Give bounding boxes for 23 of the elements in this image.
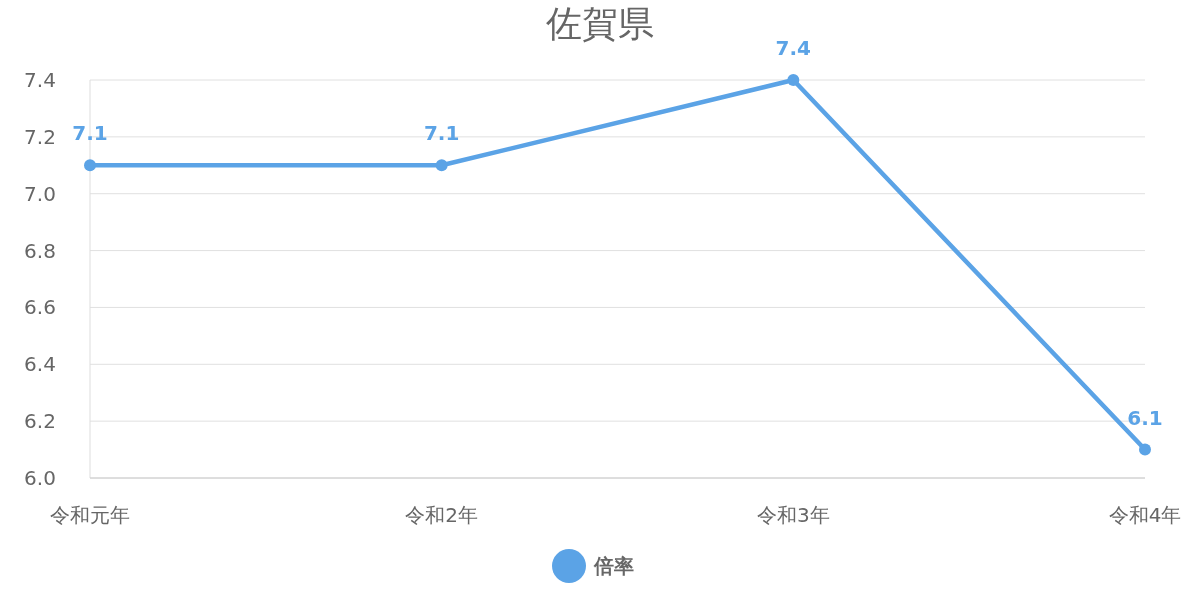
- y-tick-label: 7.4: [24, 68, 56, 92]
- y-tick-label: 7.0: [24, 181, 56, 206]
- y-tick-label: 6.4: [24, 352, 56, 377]
- x-tick-label: 令和2年: [405, 503, 479, 527]
- chart-title: 佐賀県: [546, 3, 654, 44]
- point: [787, 74, 800, 86]
- x-tick-label: 令和元年: [50, 503, 130, 527]
- point: [84, 159, 96, 172]
- data-label: 7.1: [72, 121, 108, 146]
- legend: 倍率: [552, 549, 634, 583]
- y-tick-label: 6.0: [24, 466, 56, 490]
- point: [1139, 443, 1151, 456]
- point: [435, 159, 448, 172]
- y-tick-label: 6.6: [24, 295, 56, 320]
- legend-label: 倍率: [593, 554, 634, 578]
- data-label: 7.4: [775, 36, 812, 60]
- data-label: 7.1: [423, 121, 460, 146]
- x-tick-label: 令和4年: [1108, 503, 1182, 527]
- y-tick-label: 6.8: [24, 238, 56, 263]
- data-label: 6.1: [1127, 405, 1163, 430]
- x-tick-label: 令和3年: [756, 503, 830, 527]
- y-tick-label: 6.2: [24, 409, 56, 434]
- y-tick-label: 7.2: [24, 124, 56, 149]
